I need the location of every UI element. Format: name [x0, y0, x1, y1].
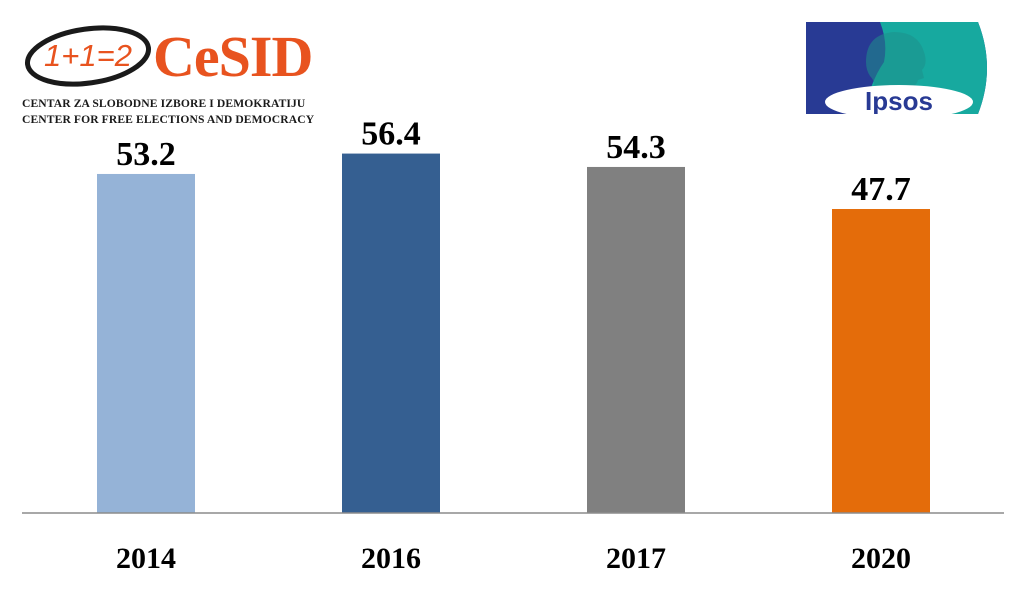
bars: [97, 153, 930, 514]
bar-2016: [342, 153, 440, 513]
x-tick-label-2017: 2017: [606, 542, 666, 575]
bar-2014: [97, 173, 195, 513]
x-tick-label-2016: 2016: [361, 542, 421, 575]
ipsos-wordmark: Ipsos: [865, 86, 933, 114]
value-label-2017: 54.3: [606, 129, 666, 166]
bar-2020: [832, 209, 930, 514]
head-silhouette-icon: [866, 32, 926, 96]
value-label-2014: 53.2: [116, 136, 176, 173]
ipsos-logo-mark: Ipsos: [806, 22, 987, 116]
cesid-wordmark: CeSID: [153, 24, 312, 89]
cesid-equation: 1+1=2: [44, 38, 132, 73]
cesid-logo-mark: 1+1=2 CeSID: [24, 24, 313, 89]
x-tick-label-2014: 2014: [116, 542, 176, 575]
cesid-caption-english: CENTER FOR FREE ELECTIONS AND DEMOCRACY: [22, 113, 315, 126]
value-label-2016: 56.4: [361, 116, 421, 153]
bar-2017: [587, 166, 685, 513]
x-axis-ticks: 2014 2016 2017 2020: [116, 542, 911, 575]
value-labels: 53.2 56.4 54.3 47.7: [116, 116, 911, 208]
ipsos-logo: Ipsos: [806, 22, 992, 116]
cesid-logo: 1+1=2 CeSID CENTAR ZA SLOBODNE IZBORE I …: [20, 20, 320, 128]
x-tick-label-2020: 2020: [851, 542, 911, 575]
cesid-caption-serbian: CENTAR ZA SLOBODNE IZBORE I DEMOKRATIJU: [22, 97, 306, 110]
value-label-2020: 47.7: [851, 171, 911, 208]
